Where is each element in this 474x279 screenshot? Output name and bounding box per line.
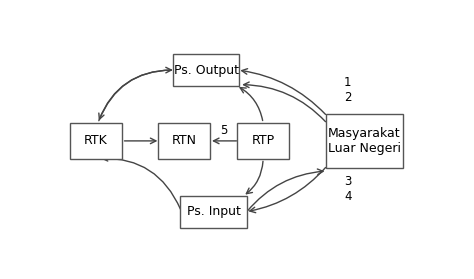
Text: RTN: RTN xyxy=(172,134,197,147)
Text: 3: 3 xyxy=(344,175,351,188)
Text: Ps. Input: Ps. Input xyxy=(187,205,240,218)
FancyBboxPatch shape xyxy=(70,123,122,159)
FancyBboxPatch shape xyxy=(173,54,239,86)
FancyBboxPatch shape xyxy=(158,123,210,159)
Text: Masyarakat
Luar Negeri: Masyarakat Luar Negeri xyxy=(328,127,401,155)
Text: RTP: RTP xyxy=(252,134,275,147)
FancyBboxPatch shape xyxy=(326,114,403,168)
FancyBboxPatch shape xyxy=(237,123,289,159)
FancyBboxPatch shape xyxy=(181,196,246,228)
Text: 5: 5 xyxy=(220,124,228,137)
Text: 2: 2 xyxy=(344,92,351,104)
Text: Ps. Output: Ps. Output xyxy=(173,64,239,76)
Text: RTK: RTK xyxy=(84,134,108,147)
Text: 1: 1 xyxy=(344,76,351,89)
Text: 4: 4 xyxy=(344,190,351,203)
